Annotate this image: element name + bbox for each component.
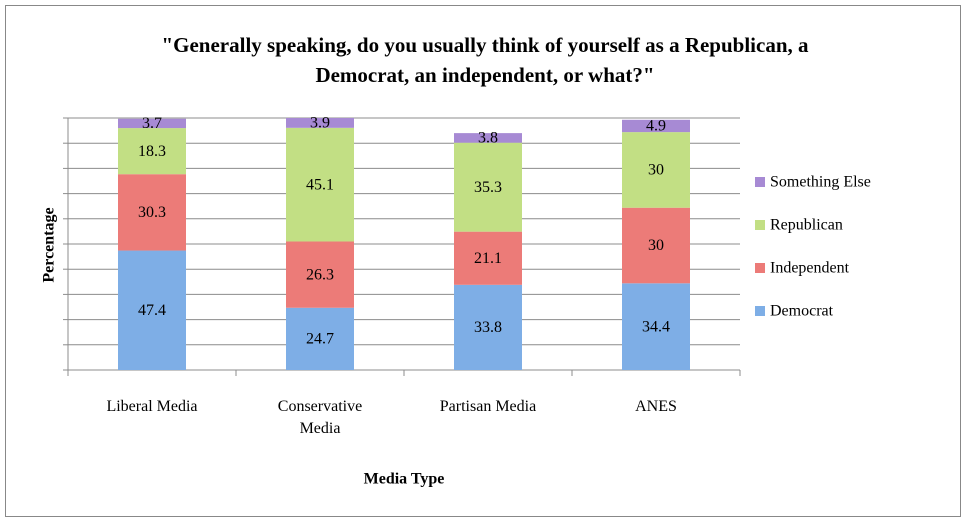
bar-segment [454, 142, 522, 232]
chart-title: "Generally speaking, do you usually thin… [161, 33, 809, 87]
y-axis-title: Percentage [41, 207, 58, 282]
x-tick-label: Partisan Media [439, 398, 537, 415]
data-label: 3.8 [478, 130, 498, 147]
bar-segment [622, 283, 690, 370]
data-label: 24.7 [306, 331, 334, 348]
legend-swatch [755, 177, 765, 187]
legend-label: Republican [770, 217, 843, 234]
legend-swatch [755, 306, 765, 316]
data-label: 35.3 [474, 179, 502, 196]
data-label: 21.1 [474, 250, 502, 267]
legend-label: Democrat [770, 303, 834, 320]
x-tick-label: Conservative Media [277, 398, 363, 437]
data-label: 3.9 [310, 115, 330, 132]
data-label: 18.3 [138, 143, 166, 160]
bar-segment [118, 128, 186, 175]
bar-segment [454, 133, 522, 143]
bar-segment [622, 132, 690, 208]
data-label: 33.8 [474, 319, 502, 336]
data-label: 30 [648, 162, 664, 179]
legend-swatch [755, 220, 765, 230]
data-label: 26.3 [306, 266, 334, 283]
data-label: 47.4 [138, 302, 166, 319]
legend-label: Independent [770, 260, 850, 277]
bar-segment [286, 307, 354, 370]
bar-segment [454, 284, 522, 370]
data-label: 3.7 [142, 115, 162, 132]
bar-segment [622, 119, 690, 133]
bar-segment [118, 118, 186, 129]
bar-segment [118, 250, 186, 370]
legend-swatch [755, 263, 765, 273]
data-label: 34.4 [642, 318, 670, 335]
bar-segment [286, 241, 354, 308]
data-label: 4.9 [646, 118, 666, 135]
bar-segment [286, 127, 354, 242]
data-label: 30.3 [138, 204, 166, 221]
bar-segment [118, 174, 186, 251]
bar-segment [286, 118, 354, 128]
bar-segment [622, 207, 690, 284]
data-label: 45.1 [306, 176, 334, 193]
x-tick-label: ANES [635, 398, 677, 415]
data-label: 30 [648, 237, 664, 254]
x-axis-title: Media Type [364, 471, 445, 488]
legend-label: Something Else [770, 174, 871, 191]
bar-segment [454, 231, 522, 285]
x-tick-label: Liberal Media [106, 398, 198, 415]
